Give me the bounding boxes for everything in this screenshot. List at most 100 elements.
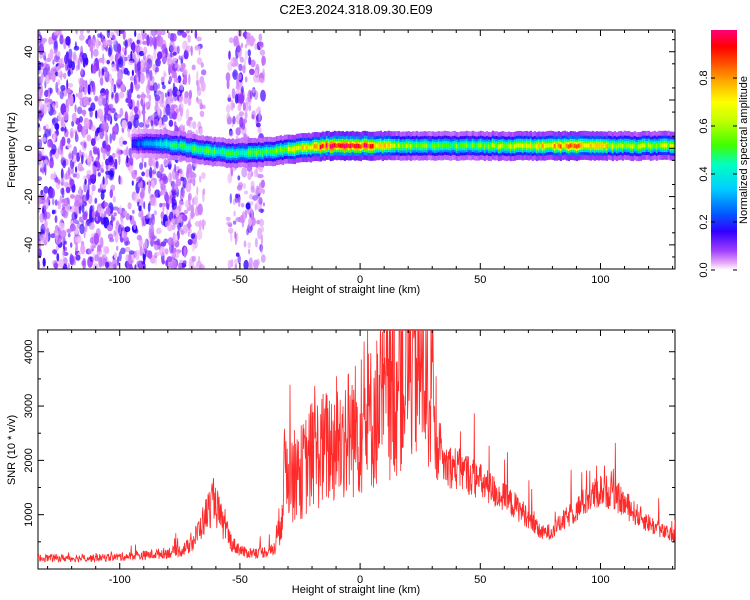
heatmap-noise-cell (44, 128, 50, 138)
heatmap-signal-cell (451, 143, 454, 148)
heatmap-noise-cell (92, 252, 97, 264)
heatmap-noise-cell (232, 69, 238, 80)
heatmap-signal-cell (135, 141, 138, 146)
heatmap-noise-cell (70, 167, 74, 175)
heatmap-noise-cell (73, 146, 78, 156)
heatmap-signal-cell (379, 143, 382, 148)
heatmap-signal-cell (145, 140, 148, 146)
heatmap-noise-cell (150, 119, 154, 127)
heatmap-noise-cell (89, 109, 93, 118)
heatmap-signal-cell (671, 144, 674, 149)
heatmap-noise-cell (86, 96, 89, 102)
heatmap-signal-cell (485, 143, 488, 148)
heatmap-noise-cell (192, 255, 197, 263)
heatmap-noise-cell (234, 258, 238, 265)
heatmap-noise-cell (122, 46, 125, 53)
heatmap-noise-cell (141, 109, 146, 115)
heatmap-noise-cell (63, 111, 69, 121)
heatmap-signal-cell (611, 144, 614, 149)
heatmap-signal-cell (529, 143, 532, 148)
heatmap-noise-cell (187, 220, 191, 231)
heatmap-signal-cell (513, 144, 516, 149)
heatmap-signal-cell (673, 144, 675, 149)
heatmap-signal-cell (311, 144, 314, 149)
heatmap-signal-cell (265, 149, 268, 154)
heatmap-noise-cell (238, 63, 243, 72)
heatmap-noise-cell (147, 202, 151, 213)
snr-x-tick-label: 50 (474, 574, 486, 586)
heatmap-noise-cell (59, 195, 63, 205)
heatmap-noise-cell (99, 127, 105, 140)
heatmap-noise-cell (88, 97, 92, 103)
heatmap-signal-cell (469, 143, 472, 148)
heatmap-noise-cell (58, 58, 63, 68)
heatmap-noise-cell (75, 166, 78, 173)
heatmap-signal-cell (161, 142, 164, 147)
heatmap-signal-cell (147, 141, 150, 146)
heatmap-noise-cell (58, 238, 62, 243)
heatmap-noise-cell (66, 137, 71, 144)
heatmap-noise-cell (128, 95, 131, 103)
heatmap-noise-cell (174, 250, 180, 259)
heatmap-noise-cell (139, 246, 143, 256)
heatmap-noise-cell (257, 227, 263, 240)
heatmap-noise-cell (227, 61, 233, 72)
heatmap-noise-cell (225, 72, 231, 82)
heatmap-noise-cell (62, 257, 68, 266)
heatmap-noise-cell (92, 48, 99, 57)
heatmap-noise-cell (172, 189, 177, 200)
heatmap-noise-cell (100, 168, 105, 173)
heatmap-signal-cell (581, 143, 584, 148)
heatmap-signal-cell (289, 147, 292, 152)
heatmap-signal-cell (223, 150, 226, 155)
heatmap-signal-cell (151, 141, 154, 147)
heatmap-signal-cell (179, 143, 182, 148)
heatmap-noise-cell (192, 197, 195, 207)
heatmap-noise-cell (253, 168, 258, 178)
heatmap-signal-cell (629, 144, 632, 149)
heatmap-noise-cell (260, 245, 263, 255)
heatmap-noise-cell (112, 195, 116, 203)
heatmap-signal-cell (471, 143, 474, 148)
heatmap-signal-cell (287, 146, 290, 152)
heatmap-signal-cell (443, 143, 446, 148)
heatmap-noise-cell (65, 186, 71, 194)
heatmap-noise-cell (104, 210, 107, 218)
heatmap-noise-cell (232, 56, 235, 62)
heatmap-noise-cell (113, 252, 118, 259)
heatmap-noise-cell (183, 246, 187, 258)
heatmap-noise-cell (38, 43, 45, 55)
heatmap-noise-cell (237, 196, 241, 208)
heatmap-noise-cell (102, 245, 106, 254)
heatmap-noise-cell (179, 102, 184, 114)
heatmap-signal-cell (461, 143, 464, 148)
heatmap-signal-cell (405, 143, 408, 149)
heatmap-noise-cell (128, 259, 134, 265)
heatmap-y-tick-label: 20 (23, 94, 35, 106)
heatmap-noise-cell (195, 129, 199, 137)
heatmap-noise-cell (161, 259, 166, 265)
heatmap-noise-cell (247, 49, 251, 57)
heatmap-signal-cell (501, 143, 504, 148)
heatmap-noise-cell (178, 83, 184, 91)
heatmap-noise-cell (38, 176, 43, 181)
heatmap-noise-cell (261, 43, 264, 48)
heatmap-noise-cell (160, 241, 167, 247)
heatmap-signal-cell (251, 150, 254, 155)
heatmap-signal-cell (649, 144, 652, 149)
heatmap-noise-cell (43, 209, 48, 221)
heatmap-noise-cell (93, 232, 100, 245)
heatmap-signal-cell (335, 143, 338, 148)
heatmap-y-tick-label: 40 (23, 46, 35, 58)
heatmap-noise-cell (256, 185, 259, 191)
heatmap-noise-cell (182, 187, 185, 199)
heatmap-noise-cell (106, 113, 112, 122)
heatmap-noise-cell (244, 190, 248, 195)
heatmap-signal-cell (663, 143, 666, 148)
heatmap-noise-cell (248, 104, 252, 112)
heatmap-noise-cell (53, 49, 58, 55)
heatmap-noise-cell (155, 58, 161, 67)
heatmap-signal-cell (167, 142, 170, 147)
heatmap-noise-cell (140, 180, 143, 188)
heatmap-signal-cell (459, 143, 462, 148)
